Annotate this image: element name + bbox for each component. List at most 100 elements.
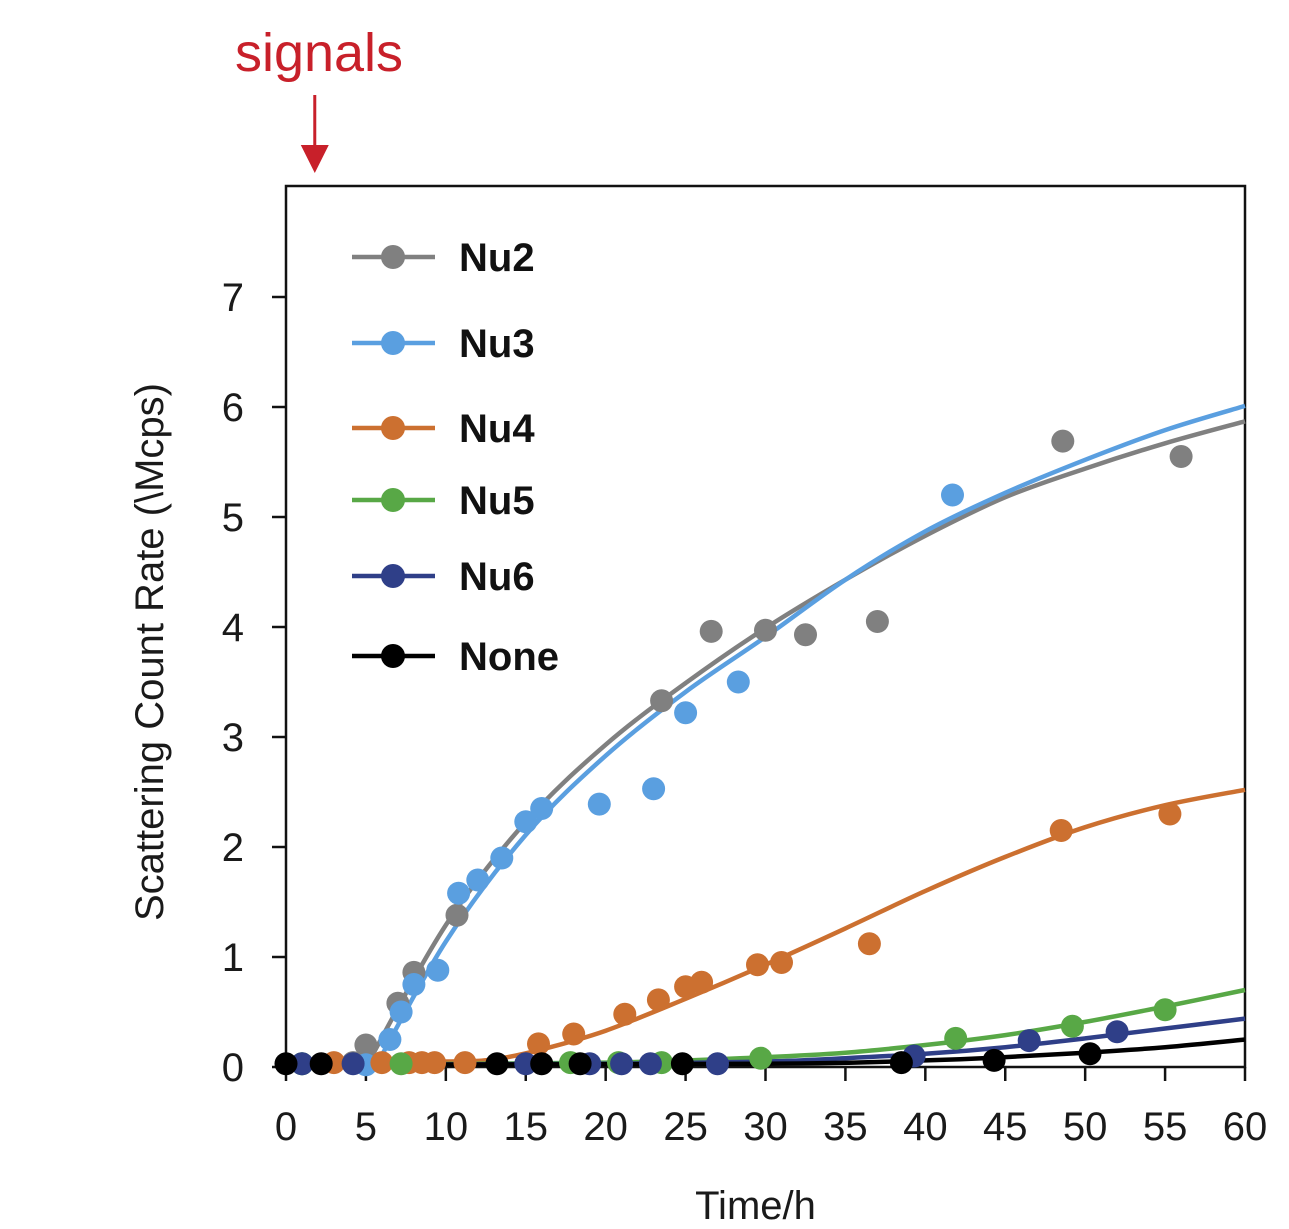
data-point-nu5 xyxy=(944,1026,968,1050)
data-point-nu6 xyxy=(341,1052,365,1076)
data-point-nu4 xyxy=(646,988,670,1012)
x-tick-label: 0 xyxy=(275,1105,297,1149)
data-point-nu2 xyxy=(445,903,469,927)
y-tick-label: 4 xyxy=(222,606,244,650)
legend-marker-nu2 xyxy=(381,245,405,269)
x-tick-label: 35 xyxy=(823,1105,868,1149)
data-point-nu2 xyxy=(699,619,723,643)
data-point-nu3 xyxy=(587,792,611,816)
data-point-none xyxy=(309,1052,333,1076)
data-point-none xyxy=(568,1052,592,1076)
data-point-nu6 xyxy=(706,1052,729,1076)
legend: Nu2 Nu3 Nu4 Nu5 Nu6 None xyxy=(352,236,559,679)
data-point-nu6 xyxy=(290,1052,314,1076)
x-tick-label: 45 xyxy=(983,1105,1028,1149)
data-point-nu4 xyxy=(690,970,714,994)
data-point-nu4 xyxy=(1158,802,1182,826)
data-point-none xyxy=(670,1052,694,1076)
data-point-nu4 xyxy=(562,1022,586,1046)
data-point-nu4 xyxy=(746,953,769,977)
data-point-nu3 xyxy=(402,973,426,996)
x-tick-label: 40 xyxy=(903,1105,948,1149)
data-point-nu2 xyxy=(865,610,889,633)
data-point-none xyxy=(530,1052,554,1076)
data-point-nu3 xyxy=(426,958,450,982)
data-point-nu2 xyxy=(650,689,674,713)
data-point-nu2 xyxy=(794,623,817,647)
data-point-nu3 xyxy=(941,483,964,507)
signals-annotation: signals xyxy=(235,23,403,173)
data-point-nu3 xyxy=(726,670,750,694)
x-tick-label: 30 xyxy=(743,1105,788,1149)
data-point-nu2 xyxy=(754,618,777,642)
data-point-nu6 xyxy=(638,1052,662,1076)
data-point-nu3 xyxy=(674,701,698,725)
y-tick-label: 1 xyxy=(222,936,244,980)
data-point-nu4 xyxy=(770,951,793,974)
data-point-nu6 xyxy=(1017,1029,1041,1053)
legend-label-none: None xyxy=(459,635,559,679)
data-point-nu4 xyxy=(453,1051,477,1075)
data-point-none xyxy=(1078,1042,1102,1066)
data-point-nu3 xyxy=(490,846,514,870)
legend-label-nu4: Nu4 xyxy=(459,407,535,451)
x-tick-label: 55 xyxy=(1143,1105,1188,1149)
legend-marker-nu4 xyxy=(381,416,405,440)
x-axis-title: Time/h xyxy=(695,1184,816,1228)
legend-marker-nu5 xyxy=(381,488,405,512)
data-point-nu4 xyxy=(857,932,881,956)
legend-marker-nu6 xyxy=(381,564,405,588)
data-point-nu4 xyxy=(613,1002,637,1026)
data-point-none xyxy=(982,1048,1006,1072)
data-point-none xyxy=(889,1051,913,1075)
x-axis: 0 5 10 15 20 25 30 35 40 45 50 55 60 xyxy=(275,1067,1267,1149)
y-tick-label: 0 xyxy=(222,1046,244,1090)
data-point-nu5 xyxy=(1153,998,1177,1022)
legend-label-nu2: Nu2 xyxy=(459,236,535,280)
data-point-nu4 xyxy=(527,1032,550,1056)
data-point-nu5 xyxy=(389,1052,413,1076)
data-points xyxy=(274,429,1193,1077)
data-point-nu4 xyxy=(423,1051,447,1075)
legend-marker-nu3 xyxy=(381,331,405,355)
legend-label-nu6: Nu6 xyxy=(459,555,535,599)
legend-label-nu5: Nu5 xyxy=(459,479,535,523)
data-point-nu3 xyxy=(466,868,490,892)
data-point-nu3 xyxy=(389,1000,413,1024)
y-tick-label: 2 xyxy=(222,826,244,870)
y-tick-label: 6 xyxy=(222,386,244,430)
data-point-none xyxy=(274,1052,298,1076)
y-axis: 0 1 2 3 4 5 6 7 xyxy=(222,276,286,1090)
annotation-label: signals xyxy=(235,23,403,83)
x-tick-label: 50 xyxy=(1063,1105,1108,1149)
x-tick-label: 20 xyxy=(583,1105,628,1149)
data-point-nu3 xyxy=(447,881,471,905)
y-tick-label: 3 xyxy=(222,716,244,760)
x-tick-label: 5 xyxy=(355,1105,377,1149)
data-point-nu5 xyxy=(1060,1014,1084,1038)
legend-marker-none xyxy=(381,644,405,668)
y-axis-title: Scattering Count Rate (\Mcps) xyxy=(128,383,172,921)
data-point-nu6 xyxy=(610,1052,634,1076)
x-tick-label: 25 xyxy=(663,1105,708,1149)
x-tick-label: 15 xyxy=(504,1105,549,1149)
data-point-nu2 xyxy=(1051,429,1075,453)
data-point-nu3 xyxy=(514,810,538,834)
data-point-nu6 xyxy=(1105,1020,1129,1044)
fit-curve-nu4 xyxy=(285,787,1246,1065)
x-tick-label: 60 xyxy=(1223,1105,1268,1149)
data-point-nu3 xyxy=(530,797,554,820)
data-point-nu4 xyxy=(370,1051,394,1075)
data-point-nu2 xyxy=(354,1033,378,1057)
data-point-nu6 xyxy=(514,1052,538,1076)
data-point-nu4 xyxy=(1049,819,1073,842)
legend-label-nu3: Nu3 xyxy=(459,322,535,366)
y-tick-label: 7 xyxy=(222,276,244,320)
data-point-nu5 xyxy=(749,1046,773,1070)
data-point-none xyxy=(485,1052,509,1076)
data-point-nu3 xyxy=(642,777,666,801)
data-point-nu3 xyxy=(378,1028,402,1051)
down-arrow-icon xyxy=(300,145,329,173)
data-point-nu2 xyxy=(1169,445,1193,468)
